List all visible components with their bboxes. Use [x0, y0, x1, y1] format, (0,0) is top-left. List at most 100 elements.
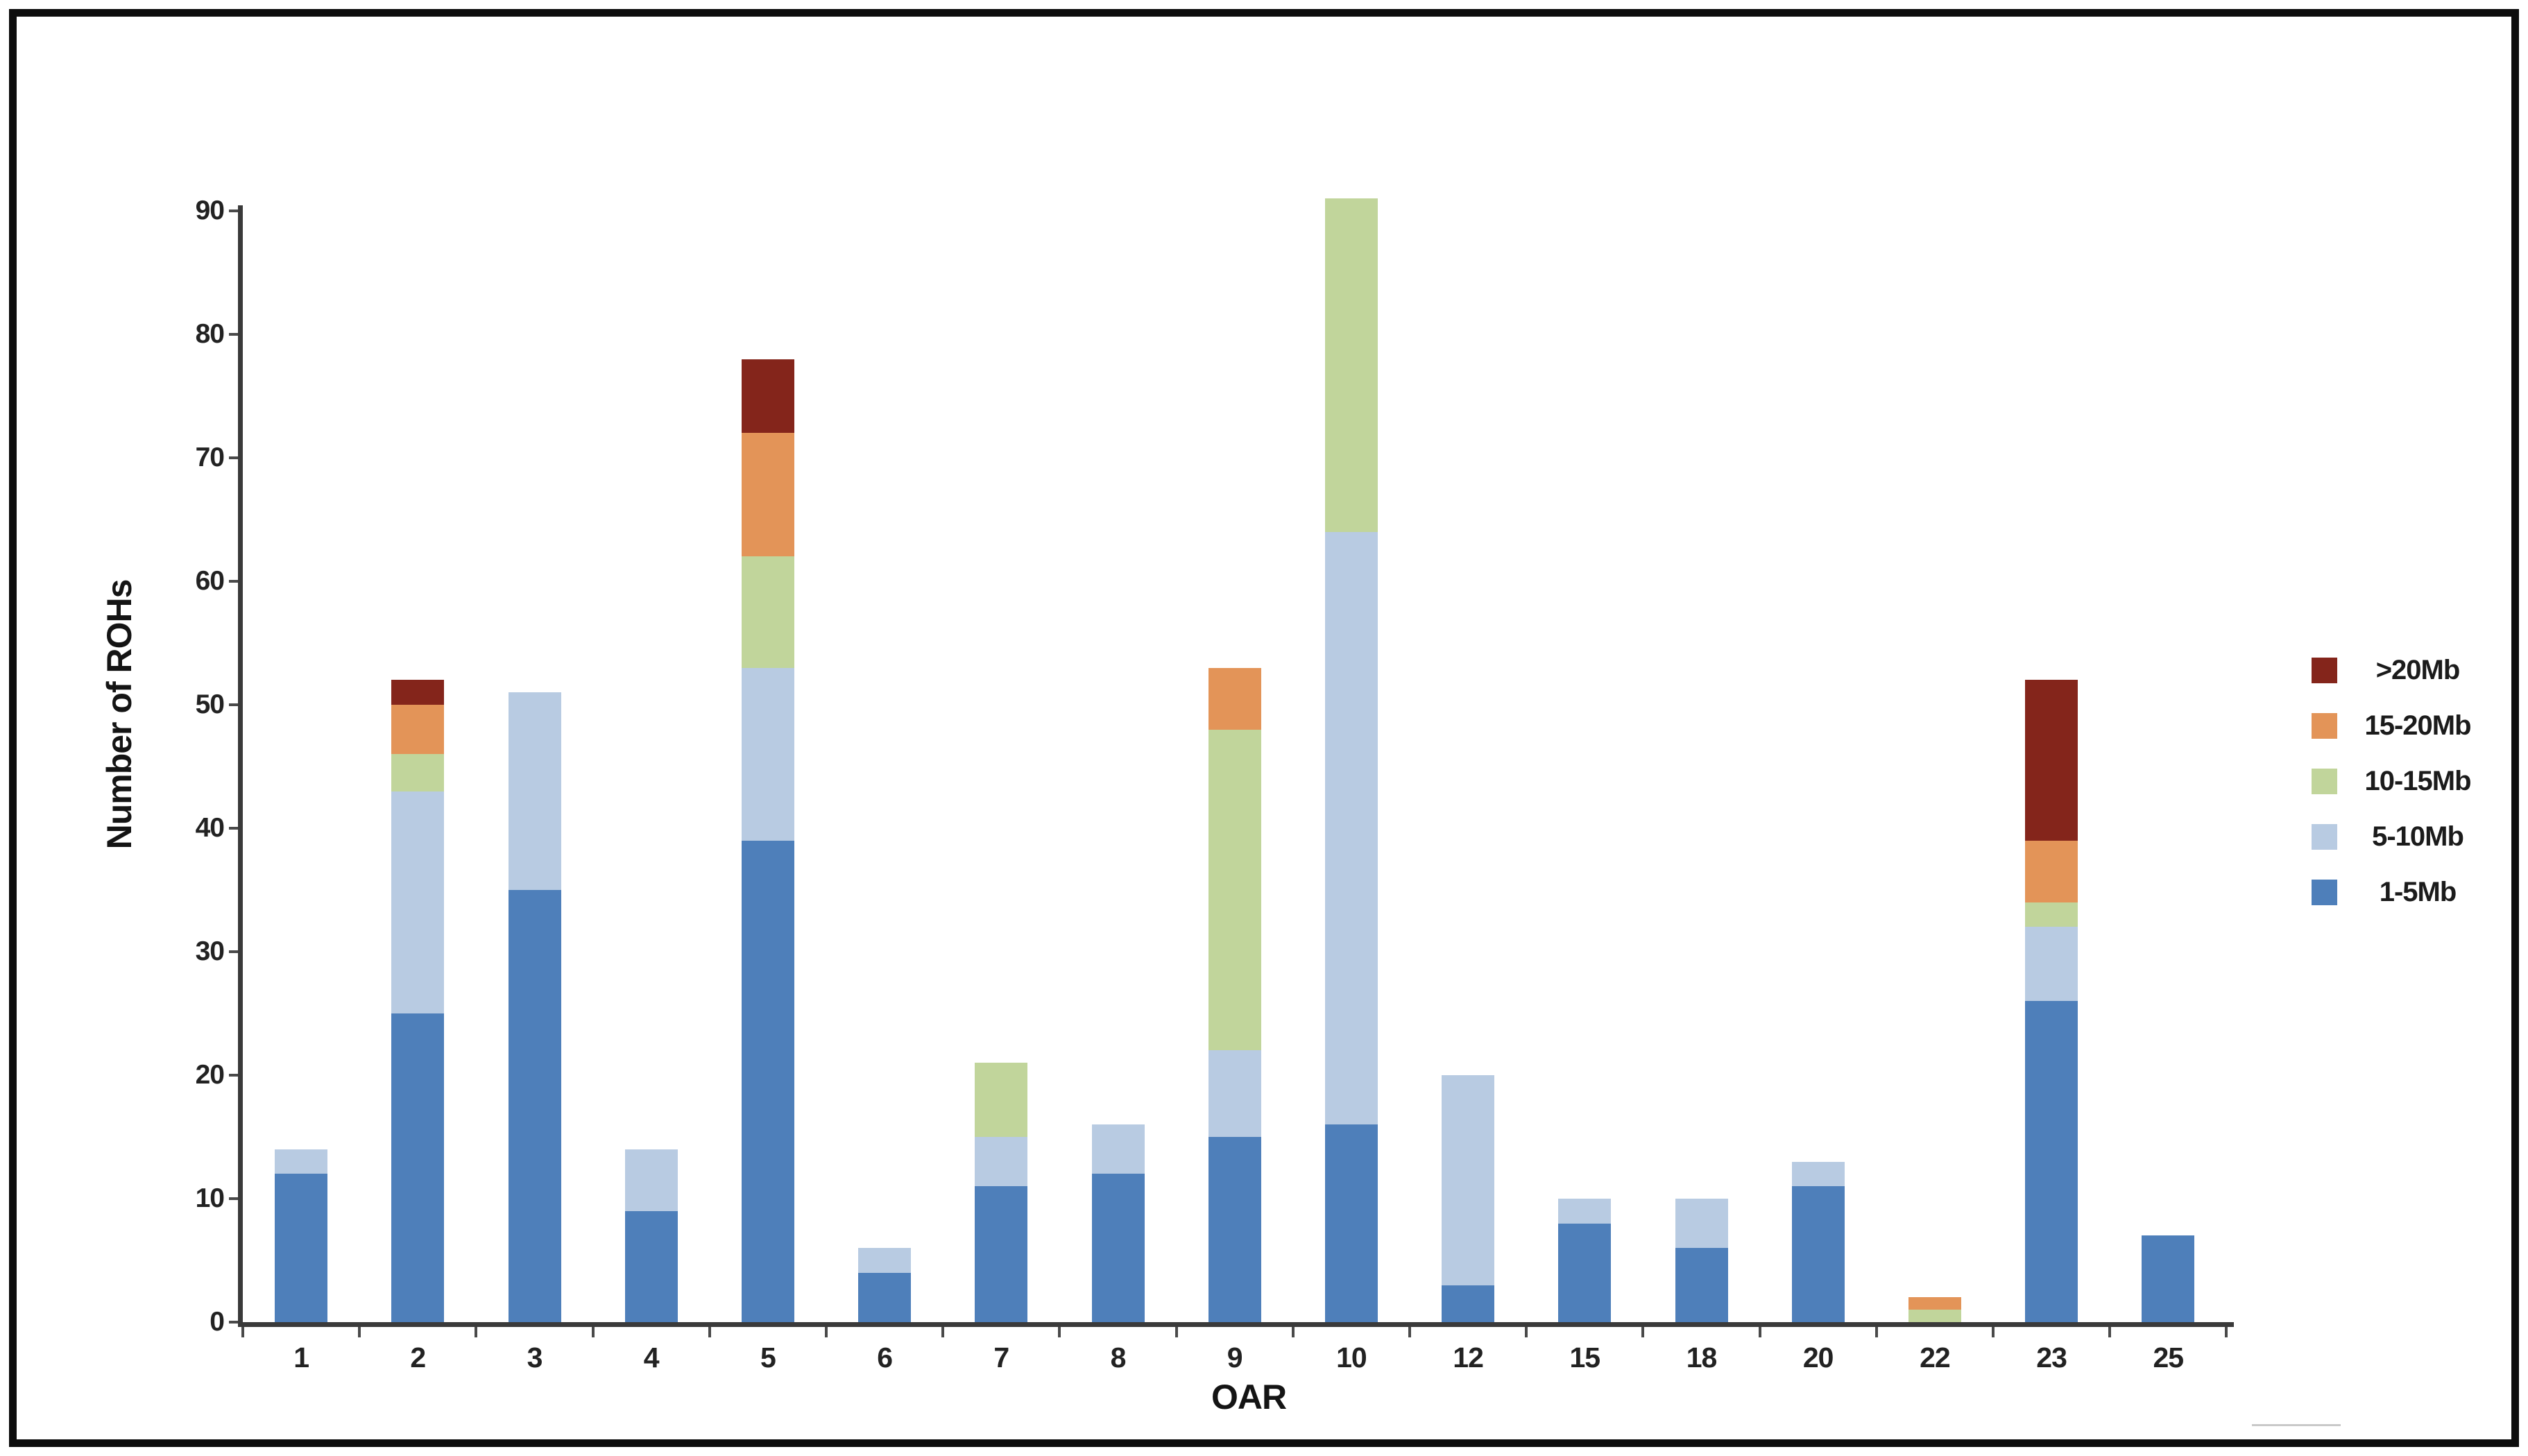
x-axis-tick — [1408, 1327, 1411, 1337]
bar-segment-5-10Mb — [1675, 1199, 1728, 1249]
bar-segment-1-5Mb — [858, 1272, 912, 1322]
bar-segment-15-20Mb — [741, 433, 794, 557]
bar-segment-1-5Mb — [975, 1186, 1028, 1322]
bar-column-oar-1 — [275, 1149, 328, 1322]
x-axis-tick — [1992, 1327, 1995, 1337]
y-tick-label: 80 — [195, 319, 225, 349]
bar-column-oar-7 — [975, 1063, 1028, 1322]
y-axis-tick — [229, 950, 238, 953]
legend-label: 10-15Mb — [2364, 766, 2471, 796]
bar-segment-1-5Mb — [1558, 1223, 1612, 1322]
bar-column-oar-25 — [2142, 1235, 2195, 1322]
x-axis-tick — [1058, 1327, 1061, 1337]
x-tick-label: 20 — [1802, 1342, 1834, 1373]
bar-segment-5-10Mb — [1791, 1161, 1845, 1187]
bar-segment-1-5Mb — [1091, 1174, 1145, 1322]
bar-segment->20Mb — [391, 680, 445, 705]
legend-item: 10-15Mb — [2312, 767, 2498, 795]
x-tick-label: 25 — [2153, 1342, 2184, 1373]
y-tick-label: 60 — [195, 566, 225, 596]
bar-segment-1-5Mb — [1675, 1248, 1728, 1322]
bar-segment-1-5Mb — [275, 1174, 328, 1322]
x-tick-label: 5 — [760, 1342, 776, 1373]
legend-item: 1-5Mb — [2312, 878, 2498, 906]
bar-segment-5-10Mb — [975, 1137, 1028, 1187]
bar-segment-5-10Mb — [2025, 927, 2078, 1002]
x-tick-label: 10 — [1336, 1342, 1367, 1373]
y-axis-tick — [229, 1197, 238, 1200]
x-tick-label: 8 — [1110, 1342, 1127, 1373]
y-axis-tick — [229, 456, 238, 459]
bar-segment-1-5Mb — [1324, 1124, 1378, 1322]
bar-segment-1-5Mb — [624, 1210, 678, 1322]
bar-column-oar-8 — [1091, 1124, 1145, 1322]
bar-segment-15-20Mb — [1208, 667, 1261, 730]
bar-column-oar-5 — [741, 359, 794, 1322]
bar-column-oar-15 — [1558, 1199, 1612, 1322]
bar-column-oar-3 — [508, 692, 561, 1322]
legend-item: >20Mb — [2312, 656, 2498, 684]
bar-segment-1-5Mb — [2142, 1235, 2195, 1322]
x-axis-tick — [2225, 1327, 2228, 1337]
legend: >20Mb 15-20Mb 10-15Mb 5-10Mb 1-5Mb — [2312, 656, 2498, 934]
bar-segment-10-15Mb — [975, 1063, 1028, 1138]
y-axis-tick — [229, 827, 238, 830]
x-axis-tick — [1175, 1327, 1178, 1337]
bar-segment-5-10Mb — [858, 1248, 912, 1273]
y-axis-tick — [229, 703, 238, 706]
bar-column-oar-20 — [1791, 1161, 1845, 1322]
x-tick-label: 22 — [1920, 1342, 1951, 1373]
legend-label: >20Mb — [2375, 655, 2461, 685]
y-axis-tick — [229, 333, 238, 336]
bar-column-oar-22 — [1908, 1297, 1961, 1322]
x-axis-tick — [825, 1327, 828, 1337]
bar-segment-1-5Mb — [741, 840, 794, 1322]
bar-column-oar-10 — [1324, 198, 1378, 1322]
x-axis-tick — [591, 1327, 595, 1337]
bar-segment-1-5Mb — [391, 1013, 445, 1322]
plot-area: 0 10 20 30 40 50 60 70 80 90 1 2 3 4 5 6 7 8 9 10 12 15 18 20 22… — [196, 197, 2234, 1372]
x-tick-label: 7 — [993, 1342, 1009, 1373]
legend-swatch — [2312, 823, 2337, 850]
y-tick-label: 20 — [195, 1060, 225, 1090]
y-tick-label: 0 — [210, 1307, 225, 1337]
y-axis-tick — [229, 1074, 238, 1077]
x-axis-tick — [1641, 1327, 1645, 1337]
bar-segment-5-10Mb — [508, 692, 561, 890]
legend-label: 15-20Mb — [2364, 710, 2471, 741]
bar-segment-10-15Mb — [1908, 1310, 1961, 1322]
bar-segment-15-20Mb — [2025, 840, 2078, 902]
bar-segment-1-5Mb — [1442, 1285, 1495, 1322]
x-axis-tick — [941, 1327, 945, 1337]
bar-segment-1-5Mb — [1791, 1186, 1845, 1322]
bar-segment-1-5Mb — [1208, 1137, 1261, 1322]
x-tick-label: 12 — [1453, 1342, 1484, 1373]
bar-segment-1-5Mb — [2025, 1001, 2078, 1322]
outer-border — [9, 9, 2519, 1447]
bar-column-oar-23 — [2025, 680, 2078, 1322]
bar-column-oar-2 — [391, 680, 445, 1322]
x-axis-tick — [475, 1327, 478, 1337]
x-tick-label: 2 — [410, 1342, 426, 1373]
legend-swatch — [2312, 712, 2337, 739]
bar-segment-10-15Mb — [741, 556, 794, 668]
bar-segment-15-20Mb — [1908, 1297, 1961, 1310]
bar-segment-5-10Mb — [624, 1149, 678, 1211]
bar-column-oar-6 — [858, 1248, 912, 1322]
x-axis-tick — [708, 1327, 711, 1337]
bar-column-oar-18 — [1675, 1199, 1728, 1322]
bar-segment-1-5Mb — [508, 890, 561, 1322]
legend-swatch — [2312, 657, 2337, 683]
x-tick-label: 15 — [1569, 1342, 1600, 1373]
bar-column-oar-12 — [1442, 1075, 1495, 1322]
y-axis-tick — [229, 1321, 238, 1324]
bar-column-oar-4 — [624, 1149, 678, 1322]
y-axis-tick — [229, 209, 238, 212]
bar-segment-5-10Mb — [1091, 1124, 1145, 1174]
bar-column-oar-9 — [1208, 667, 1261, 1322]
x-tick-label: 3 — [527, 1342, 543, 1373]
bar-segment-10-15Mb — [1208, 729, 1261, 1051]
bar-segment->20Mb — [2025, 680, 2078, 841]
x-tick-label: 18 — [1686, 1342, 1718, 1373]
x-tick-label: 23 — [2036, 1342, 2067, 1373]
